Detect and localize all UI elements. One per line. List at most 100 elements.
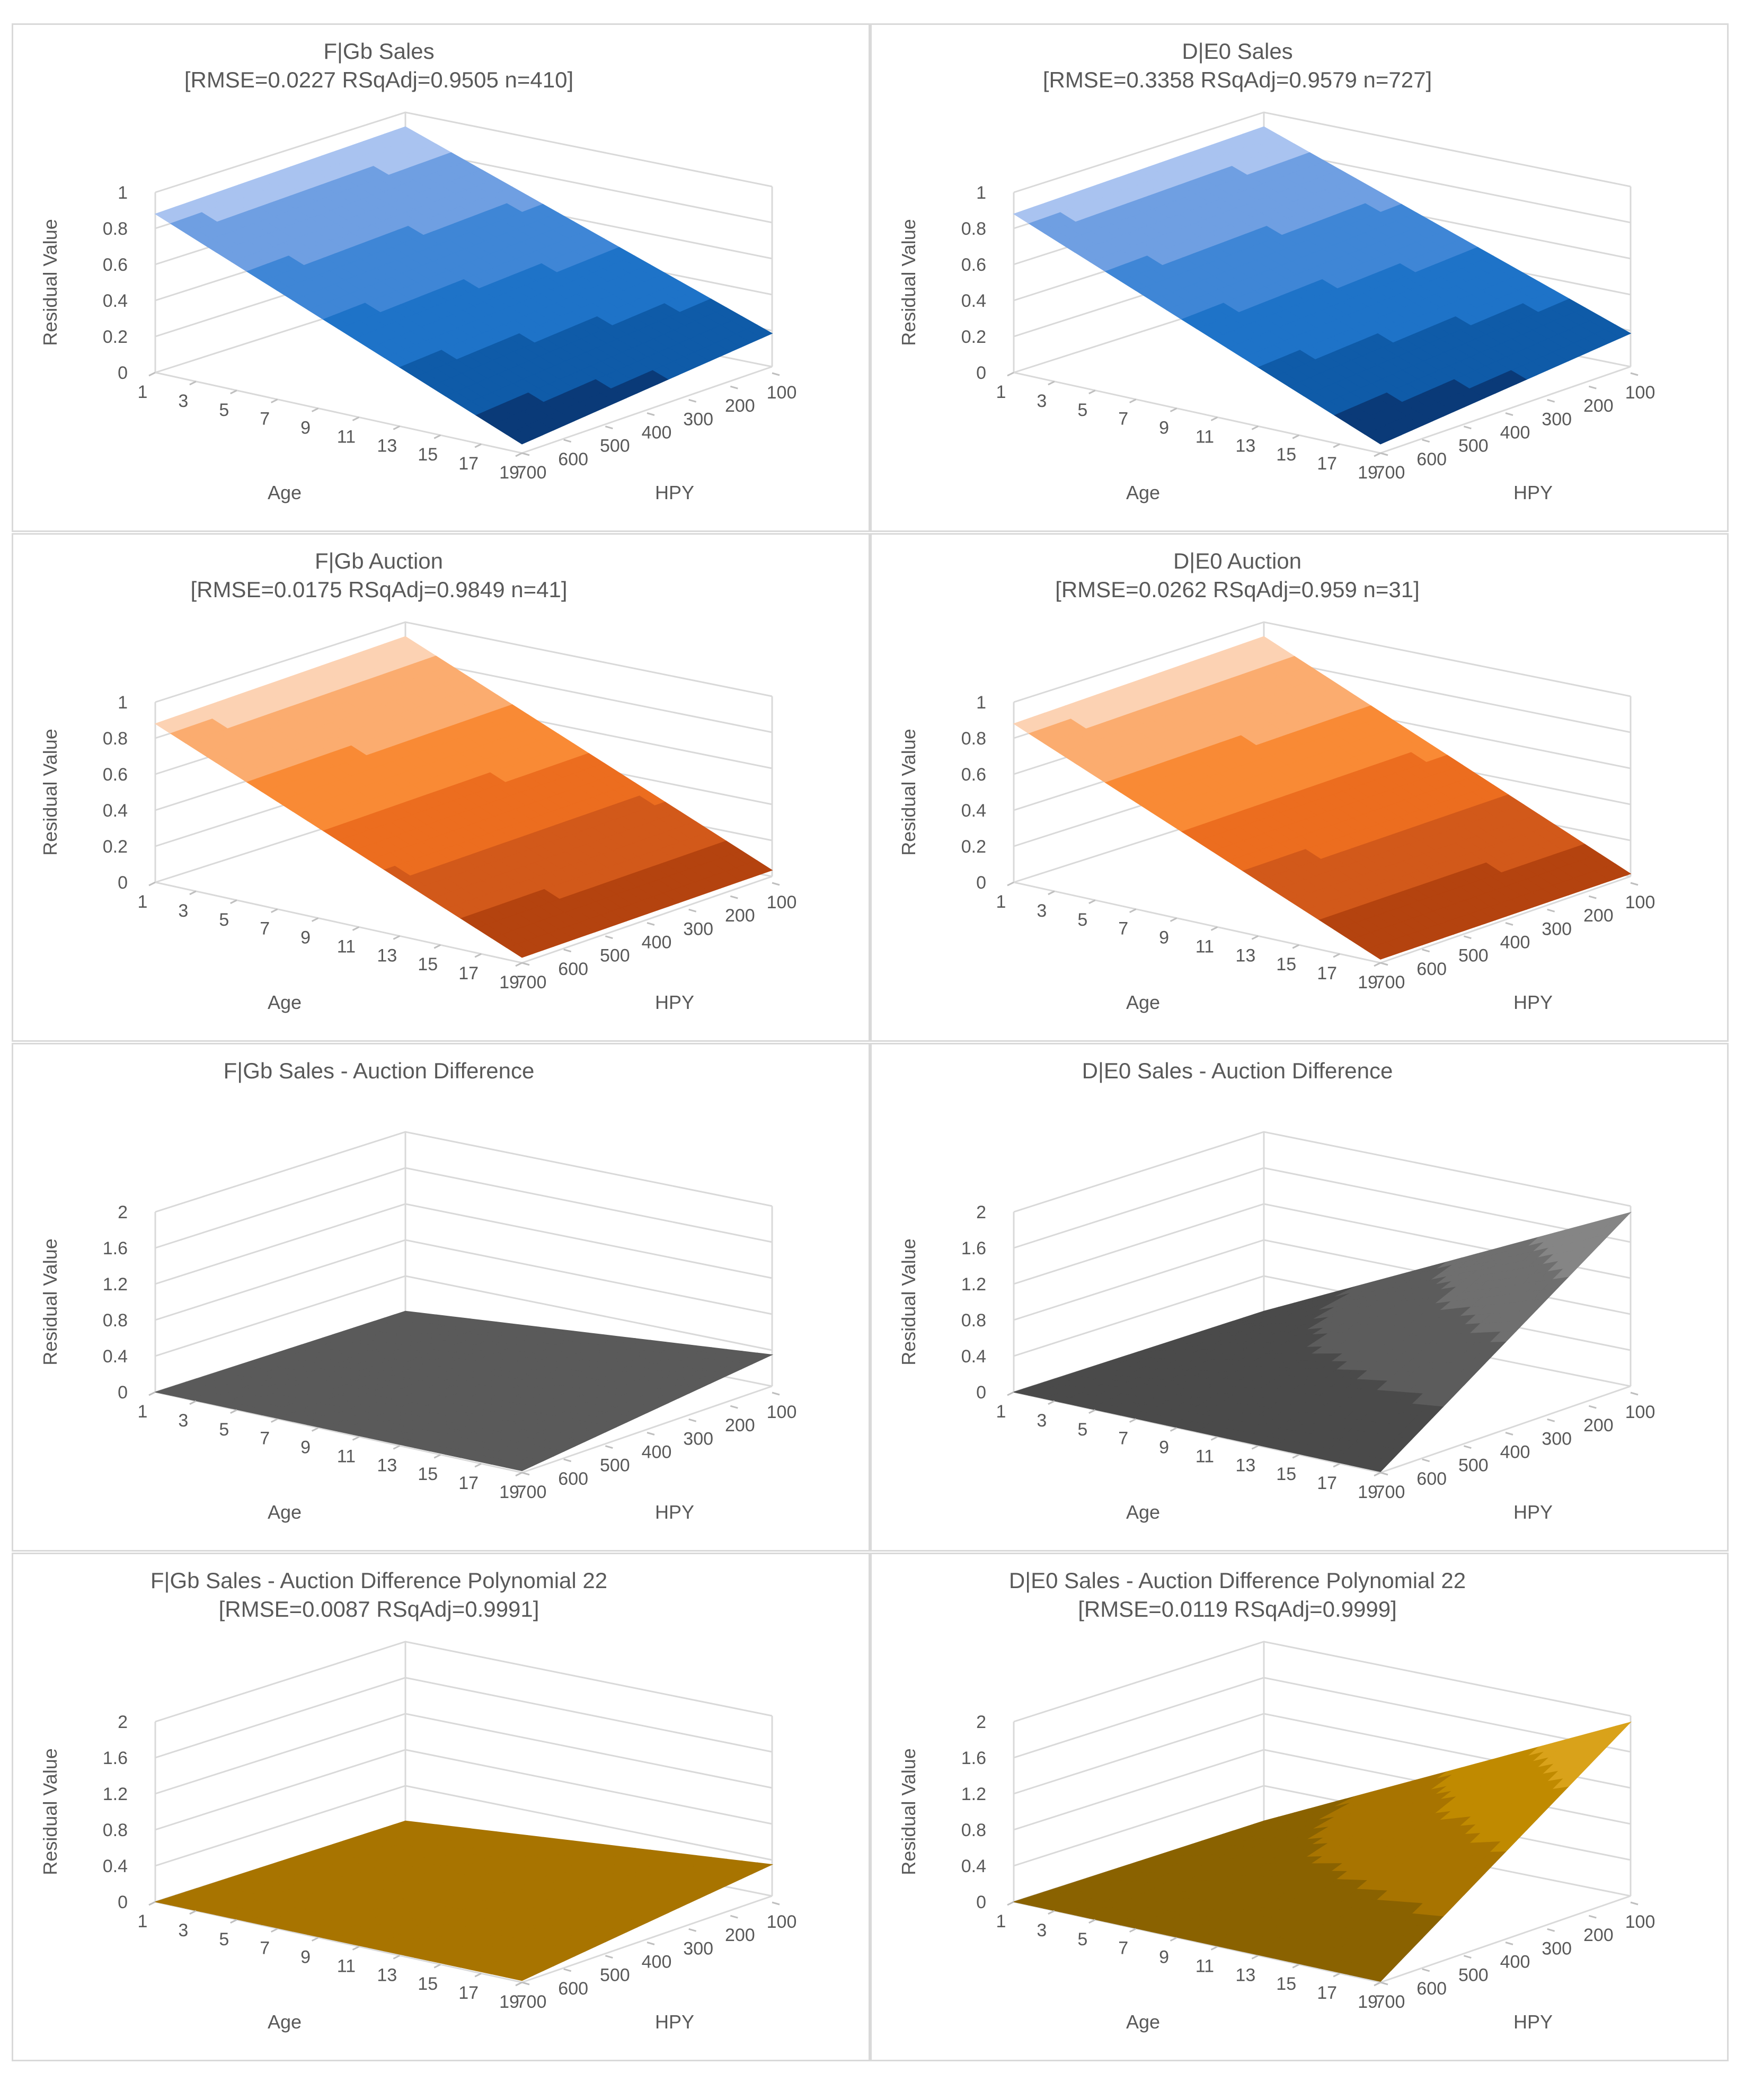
surface-cell xyxy=(506,1462,534,1472)
x-tick xyxy=(1129,1418,1137,1423)
y-tick xyxy=(772,1901,780,1906)
x-tick-label: 5 xyxy=(1077,910,1087,930)
y-tick-label: 300 xyxy=(683,919,713,939)
gridline xyxy=(155,1677,773,1759)
x-tick-label: 19 xyxy=(499,1482,519,1502)
z-axis-label: Residual Value xyxy=(39,1748,61,1875)
y-tick-label: 200 xyxy=(725,396,755,416)
x-tick xyxy=(148,1901,156,1906)
surface xyxy=(1013,126,1632,445)
y-tick-label: 700 xyxy=(517,463,547,483)
z-tick-label: 1.6 xyxy=(103,1748,128,1768)
x-tick-label: 11 xyxy=(337,1446,356,1466)
surface-chart: D|E0 Auction[RMSE=0.0262 RSqAdj=0.959 n=… xyxy=(898,548,1655,1013)
y-tick-label: 100 xyxy=(767,892,797,912)
y-tick xyxy=(647,922,655,926)
y-axis-label: HPY xyxy=(655,482,694,503)
x-tick-label: 15 xyxy=(1276,954,1296,974)
x-tick-label: 7 xyxy=(1118,1429,1128,1449)
x-tick xyxy=(1251,1445,1259,1450)
y-tick xyxy=(521,452,530,456)
x-tick-label: 9 xyxy=(1159,1438,1169,1458)
x-tick xyxy=(433,1454,441,1459)
x-tick-label: 9 xyxy=(1159,928,1169,948)
y-tick xyxy=(1630,372,1639,376)
gridline xyxy=(1013,1677,1631,1759)
z-tick-label: 0.4 xyxy=(103,291,128,311)
z-tick-label: 1 xyxy=(976,183,986,203)
x-tick-label: 7 xyxy=(1118,919,1128,939)
x-tick xyxy=(311,917,319,922)
z-tick-label: 0.4 xyxy=(103,1856,128,1876)
surface xyxy=(154,1820,774,1981)
x-tick xyxy=(1374,1472,1381,1477)
gridline xyxy=(155,1239,773,1321)
y-tick-label: 500 xyxy=(600,1965,630,1986)
z-tick-label: 0.6 xyxy=(961,765,986,785)
x-tick xyxy=(393,1954,401,1960)
y-axis-label: HPY xyxy=(655,2011,694,2033)
x-tick xyxy=(1292,434,1299,439)
x-tick xyxy=(1333,953,1340,958)
z-tick-label: 0.8 xyxy=(961,1310,986,1331)
x-tick xyxy=(1210,926,1218,931)
z-tick-label: 1 xyxy=(976,693,986,713)
x-tick-label: 9 xyxy=(1159,418,1169,438)
x-tick xyxy=(393,1445,401,1450)
x-tick xyxy=(189,890,197,896)
x-tick xyxy=(1129,398,1137,404)
x-axis-label: Age xyxy=(1126,991,1160,1013)
y-tick xyxy=(1630,1392,1639,1396)
surface-chart: F|Gb Sales - Auction Difference00.40.81.… xyxy=(39,1058,796,1523)
surface-cell xyxy=(1364,1457,1392,1472)
x-tick xyxy=(1292,944,1299,949)
z-tick-label: 0.8 xyxy=(961,1820,986,1840)
x-tick-label: 15 xyxy=(418,954,438,974)
z-tick-label: 1.6 xyxy=(961,1748,986,1768)
x-tick xyxy=(1210,1436,1218,1441)
z-tick-label: 0.6 xyxy=(103,255,128,275)
y-axis-label: HPY xyxy=(655,991,694,1013)
x-tick-label: 17 xyxy=(458,1473,479,1493)
x-tick xyxy=(474,1463,482,1468)
x-tick-label: 15 xyxy=(1276,445,1296,465)
x-tick xyxy=(474,1972,482,1978)
y-tick-label: 400 xyxy=(642,423,672,443)
chart-subtitle: [RMSE=0.0175 RSqAdj=0.9849 n=41] xyxy=(190,577,567,602)
z-axis-label: Residual Value xyxy=(39,219,61,345)
x-axis-label: Age xyxy=(268,482,302,503)
x-tick xyxy=(311,1937,319,1942)
y-tick-label: 600 xyxy=(558,959,588,979)
x-tick-label: 1 xyxy=(138,1911,148,1931)
x-tick xyxy=(393,425,401,430)
y-tick xyxy=(688,1418,697,1422)
chart-subtitle: [RMSE=0.0262 RSqAdj=0.959 n=31] xyxy=(1055,577,1420,602)
y-tick xyxy=(688,1928,697,1932)
gridline xyxy=(1013,1641,1631,1723)
x-tick xyxy=(1048,380,1055,386)
y-tick-label: 100 xyxy=(1625,383,1655,403)
x-tick xyxy=(1129,908,1137,914)
y-tick xyxy=(1505,1432,1513,1436)
x-tick xyxy=(1007,1391,1014,1396)
x-tick-label: 7 xyxy=(260,1429,270,1449)
z-tick-label: 0.6 xyxy=(103,765,128,785)
z-tick-label: 0.4 xyxy=(103,1346,128,1367)
x-tick-label: 5 xyxy=(219,400,229,420)
x-tick-label: 19 xyxy=(499,463,519,483)
x-tick xyxy=(1088,1409,1096,1414)
surface-cell xyxy=(1364,429,1392,445)
x-tick-label: 19 xyxy=(1358,463,1378,483)
chart-panel: F|Gb Sales - Auction Difference 0 0.4 0.8 1.… xyxy=(12,1043,870,1552)
y-tick xyxy=(605,935,613,940)
x-tick xyxy=(1170,917,1177,922)
chart-subtitle: [RMSE=0.3358 RSqAdj=0.9579 n=727] xyxy=(1043,67,1432,92)
y-tick xyxy=(1463,1445,1472,1449)
y-tick xyxy=(1380,452,1388,456)
y-tick-label: 200 xyxy=(725,1415,755,1436)
y-tick-label: 400 xyxy=(1500,933,1530,953)
gridline xyxy=(1013,1167,1631,1249)
x-tick-label: 3 xyxy=(178,1411,188,1431)
y-tick-label: 300 xyxy=(683,1429,713,1449)
x-axis-label: Age xyxy=(268,2011,302,2033)
